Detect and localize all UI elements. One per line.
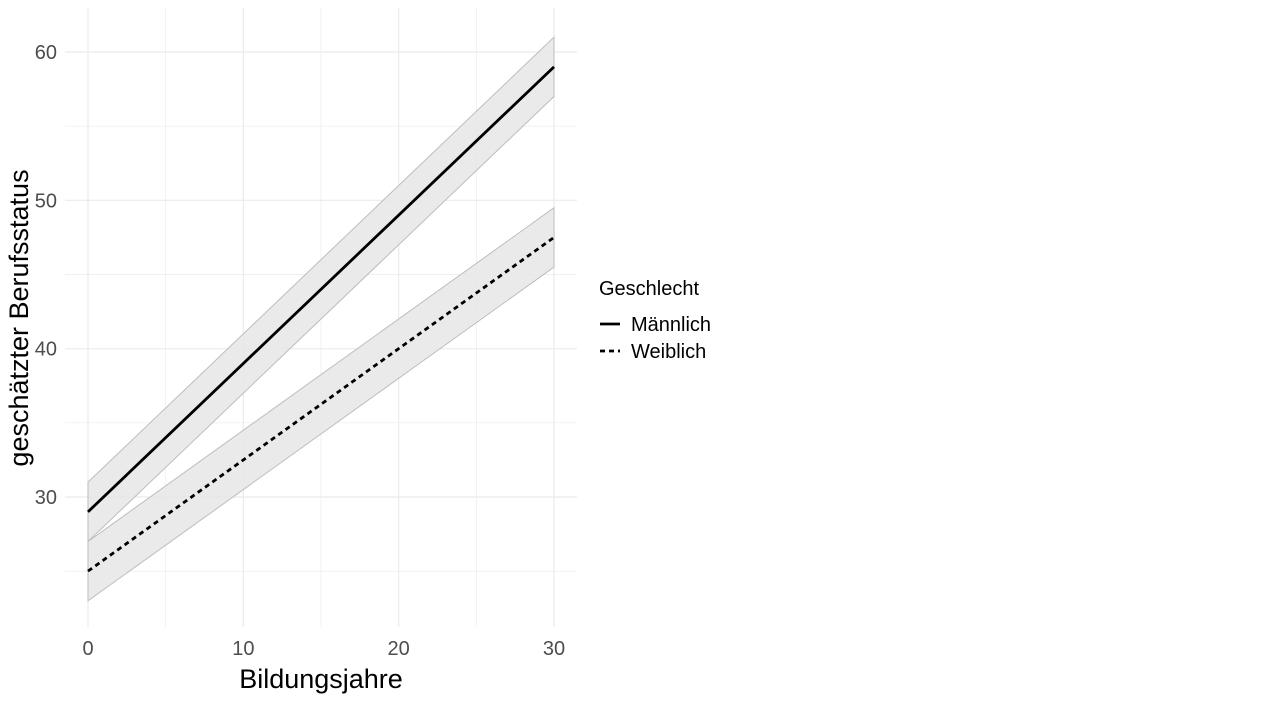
confidence-band-weiblich xyxy=(87,206,555,602)
x-tick-label: 0 xyxy=(82,638,93,660)
x-tick-label: 30 xyxy=(543,638,565,660)
y-tick-label: 30 xyxy=(35,487,57,509)
legend-label-weiblich: Weiblich xyxy=(631,341,706,363)
x-tick-labels: 0 10 20 30 xyxy=(82,638,565,660)
legend-label-maennlich: Männlich xyxy=(631,314,711,336)
y-tick-label: 50 xyxy=(35,190,57,212)
y-tick-labels: 30 40 50 60 xyxy=(35,42,57,509)
x-tick-label: 10 xyxy=(232,638,254,660)
legend-title: Geschlecht xyxy=(599,278,699,300)
y-tick-label: 40 xyxy=(35,339,57,361)
legend: Geschlecht Männlich Weiblich xyxy=(599,278,711,363)
x-axis-title: Bildungsjahre xyxy=(239,664,403,694)
series-lines xyxy=(87,65,555,573)
y-axis-title: geschätzter Berufsstatus xyxy=(4,169,34,466)
x-tick-label: 20 xyxy=(388,638,410,660)
series-line-weiblich xyxy=(87,236,555,573)
series-line-maennlich xyxy=(87,65,555,513)
y-tick-label: 60 xyxy=(35,42,57,64)
